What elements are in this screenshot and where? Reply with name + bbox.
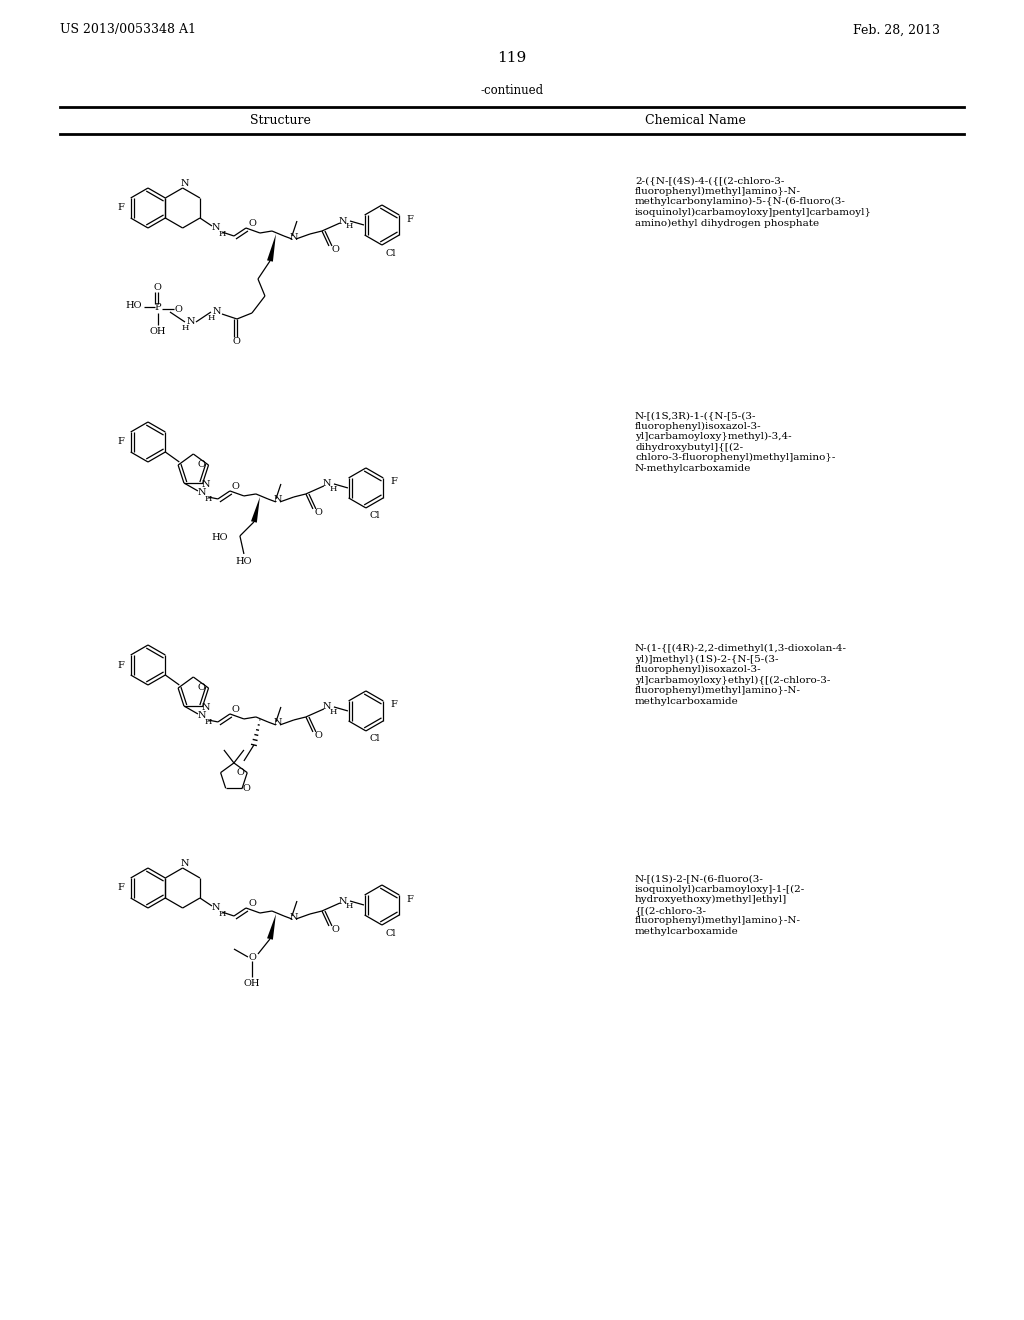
Text: O: O <box>315 508 323 517</box>
Polygon shape <box>267 913 275 940</box>
Text: Cl: Cl <box>370 734 380 743</box>
Text: Cl: Cl <box>386 928 396 937</box>
Text: Structure: Structure <box>250 114 310 127</box>
Text: O: O <box>232 482 240 491</box>
Text: OH: OH <box>244 979 260 989</box>
Text: HO: HO <box>126 301 142 309</box>
Text: H: H <box>181 323 188 333</box>
Text: O: O <box>174 305 182 314</box>
Text: N: N <box>273 718 283 727</box>
Text: N: N <box>339 216 347 226</box>
Text: H: H <box>207 314 215 322</box>
Text: O: O <box>248 953 256 961</box>
Text: N: N <box>323 479 331 488</box>
Text: Feb. 28, 2013: Feb. 28, 2013 <box>853 24 940 37</box>
Text: O: O <box>198 459 206 469</box>
Text: N-(1-{[(4R)-2,2-dimethyl(1,3-dioxolan-4-
yl)]methyl}(1S)-2-{N-[5-(3-
fluoropheny: N-(1-{[(4R)-2,2-dimethyl(1,3-dioxolan-4-… <box>635 644 847 706</box>
Text: N: N <box>323 702 331 711</box>
Text: F: F <box>118 660 125 669</box>
Text: Cl: Cl <box>370 511 380 520</box>
Text: O: O <box>315 731 323 741</box>
Text: F: F <box>118 883 125 892</box>
Text: N: N <box>180 180 188 189</box>
Text: O: O <box>198 682 206 692</box>
Text: O: O <box>248 219 256 228</box>
Text: O: O <box>331 925 339 935</box>
Text: N: N <box>198 488 206 498</box>
Text: OH: OH <box>150 326 166 335</box>
Text: Cl: Cl <box>386 248 396 257</box>
Text: F: F <box>390 478 397 487</box>
Text: O: O <box>232 705 240 714</box>
Text: N: N <box>180 859 188 869</box>
Text: N: N <box>273 495 283 504</box>
Polygon shape <box>267 234 275 261</box>
Text: O: O <box>331 246 339 255</box>
Text: N: N <box>213 308 221 317</box>
Text: N-[(1S)-2-[N-(6-fluoro(3-
isoquinolyl)carbamoyloxy]-1-[(2-
hydroxyethoxy)methyl]: N-[(1S)-2-[N-(6-fluoro(3- isoquinolyl)ca… <box>635 874 805 936</box>
Text: 119: 119 <box>498 51 526 65</box>
Text: H: H <box>218 909 225 917</box>
Text: O: O <box>153 282 161 292</box>
Polygon shape <box>251 496 260 523</box>
Text: N: N <box>212 223 220 232</box>
Text: F: F <box>407 895 414 903</box>
Text: N: N <box>290 912 298 921</box>
Text: O: O <box>248 899 256 908</box>
Text: H: H <box>204 495 212 503</box>
Text: H: H <box>345 902 352 909</box>
Text: H: H <box>204 718 212 726</box>
Text: N: N <box>186 318 196 326</box>
Text: N: N <box>339 896 347 906</box>
Text: -continued: -continued <box>480 83 544 96</box>
Text: US 2013/0053348 A1: US 2013/0053348 A1 <box>60 24 196 37</box>
Text: N: N <box>290 232 298 242</box>
Text: F: F <box>118 203 125 213</box>
Text: N-[(1S,3R)-1-({N-[5-(3-
fluorophenyl)isoxazol-3-
yl]carbamoyloxy}methyl)-3,4-
di: N-[(1S,3R)-1-({N-[5-(3- fluorophenyl)iso… <box>635 412 836 473</box>
Text: P: P <box>155 304 161 313</box>
Text: H: H <box>330 708 337 715</box>
Text: Chemical Name: Chemical Name <box>644 114 745 127</box>
Text: F: F <box>390 701 397 709</box>
Text: H: H <box>345 222 352 230</box>
Text: HO: HO <box>236 557 252 566</box>
Text: H: H <box>330 484 337 492</box>
Text: N: N <box>202 480 210 490</box>
Text: N: N <box>212 903 220 912</box>
Text: H: H <box>218 230 225 238</box>
Text: O: O <box>243 784 250 793</box>
Text: O: O <box>237 768 244 777</box>
Text: F: F <box>407 214 414 223</box>
Text: N: N <box>202 704 210 713</box>
Text: HO: HO <box>211 533 228 543</box>
Text: O: O <box>232 338 240 346</box>
Text: F: F <box>118 437 125 446</box>
Text: N: N <box>198 711 206 721</box>
Text: 2-({N-[(4S)-4-({[(2-chloro-3-
fluorophenyl)methyl]amino}-N-
methylcarbonylamino): 2-({N-[(4S)-4-({[(2-chloro-3- fluorophen… <box>635 177 872 227</box>
